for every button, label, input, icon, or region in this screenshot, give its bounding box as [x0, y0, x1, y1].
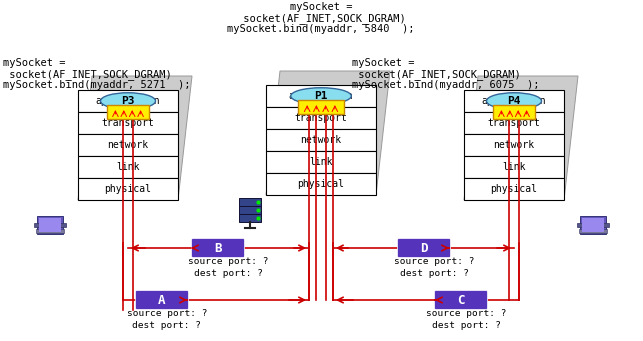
Text: socket(AF_INET,SOCK_DGRAM): socket(AF_INET,SOCK_DGRAM) [352, 69, 521, 80]
Bar [298, 100, 344, 114]
Bar [266, 129, 376, 151]
Text: application: application [96, 96, 160, 106]
Bar [239, 198, 261, 206]
Ellipse shape [291, 88, 351, 104]
Bar [464, 90, 564, 112]
Bar [266, 85, 376, 107]
Text: D: D [421, 241, 428, 254]
Text: mySocket.bind(myaddr, 6075  );: mySocket.bind(myaddr, 6075 ); [352, 80, 539, 90]
Text: network: network [493, 140, 534, 150]
Bar [39, 218, 61, 232]
Text: application: application [482, 96, 547, 106]
Bar [239, 214, 261, 222]
Text: physical: physical [491, 184, 538, 194]
Bar [579, 229, 607, 233]
Text: mySocket =: mySocket = [290, 2, 352, 12]
Text: transport: transport [102, 118, 154, 128]
Bar [464, 178, 564, 200]
Text: mySocket.bind(myaddr, 5271  );: mySocket.bind(myaddr, 5271 ); [3, 80, 190, 90]
Text: source port: ?
dest port: ?: source port: ? dest port: ? [394, 257, 475, 279]
Polygon shape [266, 71, 390, 195]
Text: mySocket.bind(myaddr, 5840  );: mySocket.bind(myaddr, 5840 ); [227, 24, 415, 34]
Text: physical: physical [298, 179, 345, 189]
Bar [36, 229, 64, 233]
Polygon shape [464, 76, 578, 200]
Bar [78, 90, 178, 112]
Text: source port: ?
dest port: ?: source port: ? dest port: ? [426, 309, 506, 330]
Text: socket(AF_INET,SOCK_DGRAM): socket(AF_INET,SOCK_DGRAM) [237, 13, 405, 24]
FancyBboxPatch shape [136, 291, 188, 310]
Bar [37, 216, 63, 234]
Bar [266, 173, 376, 195]
Bar [464, 112, 564, 134]
Text: link: link [116, 162, 140, 172]
Bar [107, 105, 149, 119]
Text: B: B [214, 241, 222, 254]
Text: link: link [502, 162, 526, 172]
Bar [582, 218, 604, 232]
Text: mySocket =: mySocket = [352, 58, 415, 68]
FancyBboxPatch shape [435, 291, 487, 310]
Bar [239, 206, 261, 214]
Text: P3: P3 [122, 96, 135, 106]
Text: network: network [300, 135, 341, 145]
Bar [493, 105, 535, 119]
FancyBboxPatch shape [397, 238, 451, 257]
Bar [78, 112, 178, 134]
Text: transport: transport [487, 118, 540, 128]
Ellipse shape [487, 93, 541, 109]
Bar [34, 223, 66, 227]
Text: network: network [107, 140, 149, 150]
Bar [580, 216, 606, 234]
Bar [78, 156, 178, 178]
Text: application: application [289, 91, 353, 101]
Polygon shape [78, 76, 192, 200]
Text: transport: transport [294, 113, 347, 123]
Text: P1: P1 [314, 91, 328, 101]
Bar [266, 151, 376, 173]
Bar [577, 223, 609, 227]
Bar [464, 134, 564, 156]
Text: mySocket =: mySocket = [3, 58, 66, 68]
Text: P4: P4 [507, 96, 521, 106]
Text: link: link [309, 157, 332, 167]
Text: physical: physical [105, 184, 152, 194]
Bar [78, 134, 178, 156]
Text: socket(AF_INET,SOCK_DGRAM): socket(AF_INET,SOCK_DGRAM) [3, 69, 172, 80]
Text: source port: ?
dest port: ?: source port: ? dest port: ? [188, 257, 268, 279]
Text: C: C [457, 294, 465, 307]
Ellipse shape [100, 93, 156, 109]
Bar [266, 107, 376, 129]
Text: source port: ?
dest port: ?: source port: ? dest port: ? [127, 309, 207, 330]
Bar [464, 156, 564, 178]
Text: A: A [158, 294, 166, 307]
FancyBboxPatch shape [192, 238, 244, 257]
Bar [78, 178, 178, 200]
